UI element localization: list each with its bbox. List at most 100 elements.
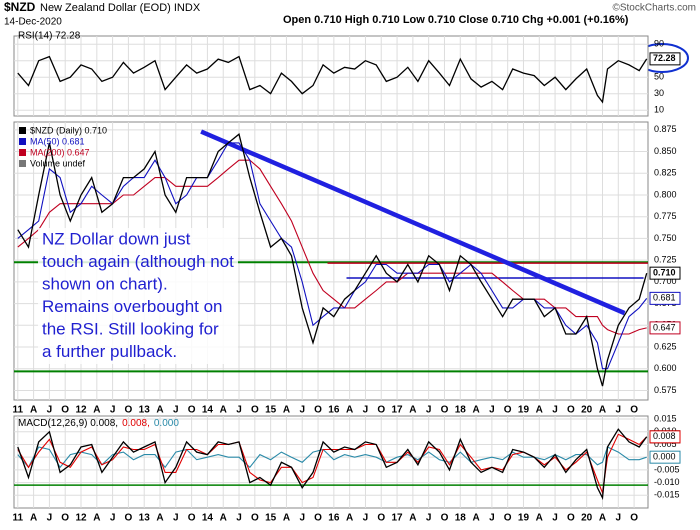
last-value-box (649, 266, 681, 280)
x-tick-label: J (426, 513, 432, 524)
x-tick-label: O (188, 513, 196, 524)
x-tick-label: 19 (518, 513, 530, 524)
x-tick-label: 16 (328, 513, 340, 524)
legend-swatch (19, 138, 26, 145)
x-tick-label: J (489, 513, 495, 524)
y-tick-label: 0.015 (654, 413, 677, 423)
y-tick-label: 0.850 (654, 146, 677, 156)
x-tick-label: O (125, 513, 133, 524)
x-tick-label: J (426, 405, 432, 416)
legend-entry: $NZD (Daily) 0.710 (30, 125, 107, 135)
y-tick-label: 0.775 (654, 211, 677, 221)
reference-line (200, 129, 626, 316)
series-line (17, 446, 647, 469)
legend-swatch (19, 127, 26, 134)
x-tick-label: J (236, 513, 242, 524)
x-tick-label: O (251, 405, 259, 416)
x-tick-label: J (110, 405, 116, 416)
x-tick-label: J (299, 513, 305, 524)
source: ©StockCharts.com (612, 3, 696, 14)
annotation: NZ Dollar down just (42, 229, 191, 248)
x-tick-label: J (110, 513, 116, 524)
x-tick-label: O (251, 513, 259, 524)
y-tick-label: 0.625 (654, 341, 677, 351)
y-tick-label: 10 (654, 105, 664, 115)
y-tick-label: 30 (654, 88, 664, 98)
symbol: $NZD (4, 0, 36, 14)
x-tick-label: J (299, 405, 305, 416)
x-tick-label: J (363, 405, 369, 416)
legend-entry: 0.000 (154, 418, 179, 429)
x-tick-label: J (552, 405, 558, 416)
x-tick-label: O (61, 513, 69, 524)
x-tick-label: J (616, 405, 622, 416)
y-tick-label: 0.875 (654, 124, 677, 134)
x-tick-label: 12 (75, 405, 87, 416)
x-tick-label: 16 (328, 405, 340, 416)
x-tick-label: A (220, 513, 227, 524)
x-tick-label: O (567, 405, 575, 416)
last-value-box (649, 430, 681, 444)
x-tick-label: J (552, 513, 558, 524)
legend-entry: 0.008, (122, 418, 150, 429)
x-tick-label: A (599, 405, 606, 416)
x-tick-label: O (188, 405, 196, 416)
x-tick-label: 14 (202, 405, 214, 416)
last-value-label: 72.28 (653, 53, 676, 63)
y-tick-label: -0.015 (654, 490, 680, 500)
series-line (17, 428, 648, 501)
x-tick-label: 13 (139, 513, 151, 524)
x-tick-label: A (599, 513, 606, 524)
x-tick-label: O (504, 513, 512, 524)
legend-entry: MA(50) 0.681 (30, 136, 85, 146)
annotation: touch again (although not (42, 252, 234, 271)
x-tick-label: J (173, 405, 179, 416)
x-tick-label: A (93, 513, 100, 524)
x-tick-label: J (236, 405, 242, 416)
y-tick-label: 0.825 (654, 168, 677, 178)
y-tick-label: -0.010 (654, 477, 680, 487)
quote: Open 0.710 High 0.710 Low 0.710 Close 0.… (283, 14, 629, 26)
x-tick-label: 18 (455, 405, 467, 416)
x-tick-label: 20 (581, 513, 593, 524)
x-tick-label: O (441, 405, 449, 416)
x-tick-label: A (472, 405, 479, 416)
x-tick-label: A (409, 513, 416, 524)
x-tick-label: J (363, 513, 369, 524)
x-tick-label: 18 (455, 513, 467, 524)
annotation: the RSI. Still looking for (42, 319, 219, 338)
y-tick-label: 0.575 (654, 385, 677, 395)
x-tick-label: A (220, 405, 227, 416)
last-value-label: 0.681 (653, 293, 676, 303)
x-tick-label: O (630, 513, 638, 524)
y-tick-label: 0.600 (654, 363, 677, 373)
panel-frame (13, 35, 649, 117)
annotation-background (38, 228, 238, 364)
x-tick-label: O (125, 405, 133, 416)
last-value-box (649, 52, 681, 66)
x-tick-label: O (441, 513, 449, 524)
x-tick-label: O (61, 405, 69, 416)
x-tick-label: J (489, 405, 495, 416)
legend-swatch (19, 160, 26, 167)
x-tick-label: A (283, 405, 290, 416)
x-tick-label: J (47, 405, 53, 416)
last-value-label: 0.710 (653, 268, 676, 278)
x-tick-label: A (536, 513, 543, 524)
x-tick-label: O (504, 405, 512, 416)
legend-entry: MACD(12,26,9) 0.008, 0.008, 0.000 (18, 418, 179, 429)
x-tick-label: 17 (391, 513, 403, 524)
x-tick-label: 12 (75, 513, 87, 524)
y-tick-label: 90 (654, 39, 664, 49)
x-tick-label: 13 (139, 405, 151, 416)
last-value-label: 0.000 (653, 452, 676, 462)
x-tick-label: 19 (518, 405, 530, 416)
last-value-label: 0.647 (653, 322, 676, 332)
x-tick-label: 15 (265, 513, 277, 524)
legend-swatch (19, 149, 26, 156)
x-tick-label: A (536, 405, 543, 416)
last-value-box (649, 450, 681, 464)
x-tick-label: 17 (391, 405, 403, 416)
legend-entry: MACD(12,26,9) 0.008, (18, 418, 118, 429)
